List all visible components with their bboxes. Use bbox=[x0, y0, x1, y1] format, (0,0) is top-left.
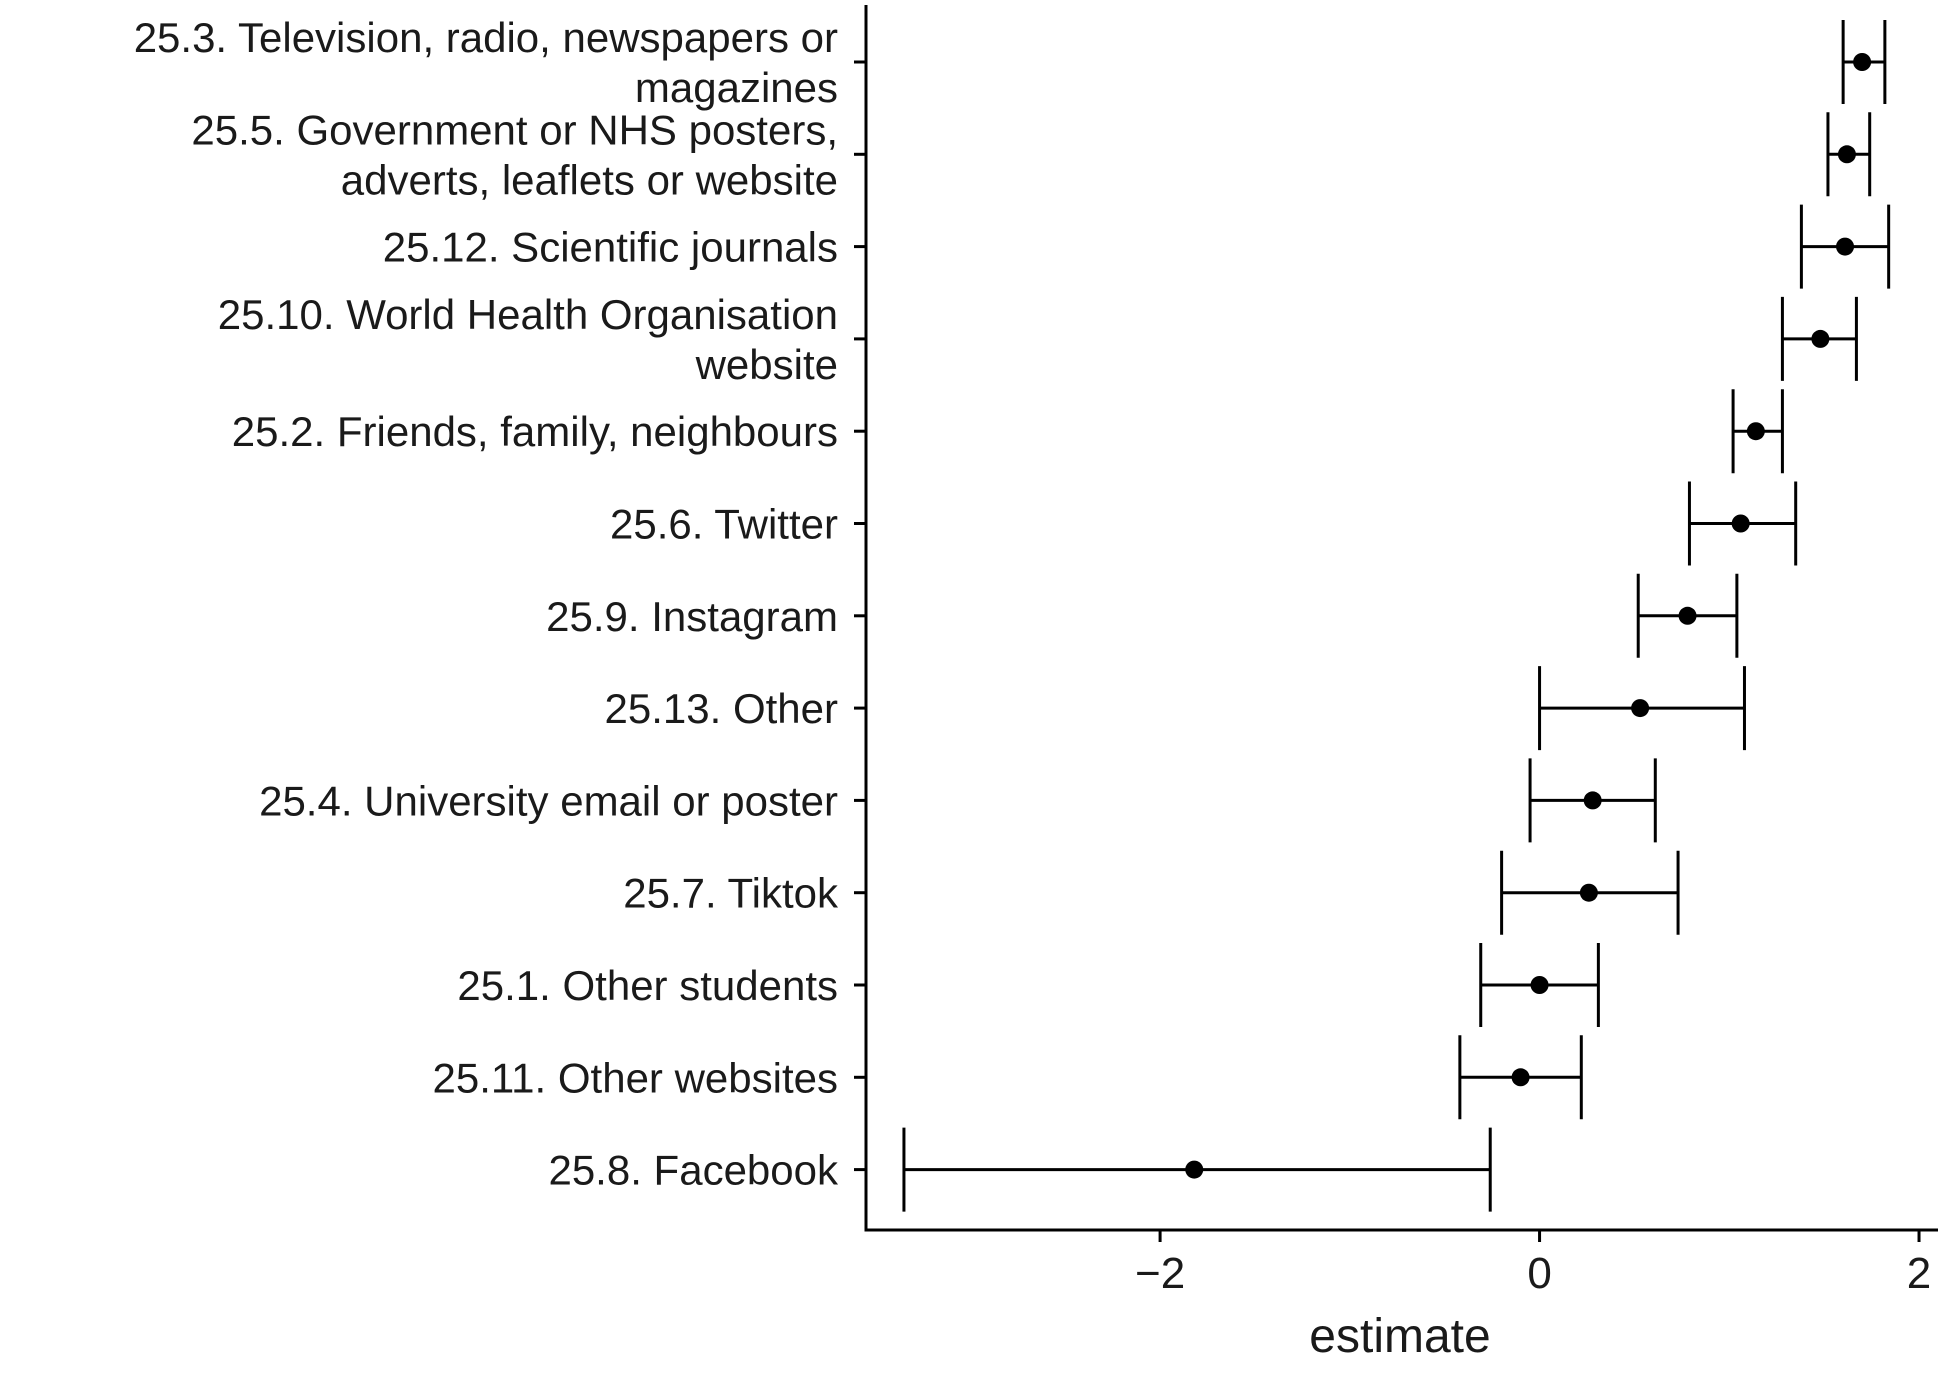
y-axis bbox=[854, 5, 868, 1230]
x-tick-label: −2 bbox=[1135, 1249, 1185, 1298]
y-category-label: 25.10. World Health Organisation bbox=[218, 291, 838, 338]
estimate-point bbox=[1837, 145, 1856, 164]
estimate-point bbox=[1836, 237, 1855, 256]
estimate-point bbox=[1583, 791, 1602, 810]
x-tick-label: 0 bbox=[1527, 1249, 1551, 1298]
y-category-label: 25.3. Television, radio, newspapers or bbox=[134, 14, 838, 61]
estimate-point bbox=[1731, 514, 1750, 533]
y-category-label: 25.9. Instagram bbox=[546, 593, 838, 640]
estimate-point bbox=[1678, 606, 1697, 625]
y-category-label: magazines bbox=[635, 64, 838, 111]
x-tick-label: 2 bbox=[1907, 1249, 1931, 1298]
y-category-label: adverts, leaflets or website bbox=[341, 156, 838, 203]
y-category-label: website bbox=[695, 341, 838, 388]
y-category-label: 25.2. Friends, family, neighbours bbox=[232, 408, 838, 455]
y-category-label: 25.12. Scientific journals bbox=[383, 224, 838, 271]
estimate-point bbox=[1530, 976, 1549, 994]
estimate-point bbox=[1746, 422, 1765, 441]
y-category-label: 25.8. Facebook bbox=[548, 1147, 839, 1194]
y-category-label: 25.13. Other bbox=[605, 685, 838, 732]
x-axis-title: estimate bbox=[1309, 1310, 1490, 1363]
estimate-point bbox=[1631, 699, 1650, 718]
estimate-point bbox=[1185, 1160, 1204, 1179]
y-category-label: 25.7. Tiktok bbox=[623, 870, 839, 917]
estimate-point bbox=[1511, 1068, 1530, 1087]
category-labels: 25.3. Television, radio, newspapers orma… bbox=[134, 14, 839, 1194]
y-category-label: 25.11. Other websites bbox=[433, 1054, 838, 1101]
y-category-label: 25.6. Twitter bbox=[610, 501, 838, 548]
estimate-point bbox=[1579, 883, 1598, 902]
y-category-label: 25.5. Government or NHS posters, bbox=[191, 106, 838, 153]
x-axis: −2 0 2 bbox=[864, 1228, 1938, 1298]
estimate-point bbox=[1853, 53, 1872, 71]
y-category-label: 25.1. Other students bbox=[457, 962, 838, 1009]
plot-marks bbox=[902, 20, 1891, 1212]
y-category-label: 25.4. University email or poster bbox=[259, 777, 838, 824]
estimate-point bbox=[1811, 329, 1830, 348]
